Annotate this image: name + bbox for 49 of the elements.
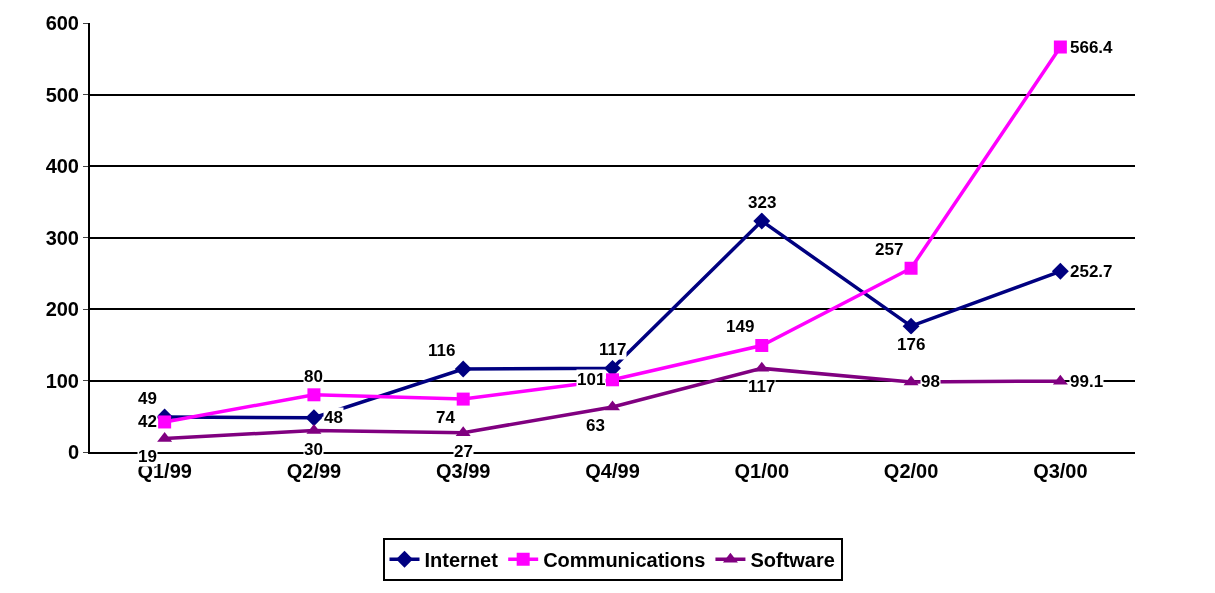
data-label: 116 [428, 341, 456, 360]
legend-label: Software [750, 549, 835, 572]
point [1053, 40, 1067, 54]
point [902, 317, 920, 335]
data-label: 48 [324, 408, 343, 427]
point [753, 212, 771, 230]
y-tick-label: 200 [45, 298, 79, 320]
data-label: 99.1 [1070, 372, 1104, 391]
data-label: 74 [436, 408, 456, 427]
x-tick-label: Q3/99 [435, 460, 491, 482]
x-tick-label: Q1/00 [734, 460, 790, 482]
data-label: 30 [304, 440, 323, 459]
y-tick-label: 300 [45, 226, 79, 249]
data-label: 80 [304, 367, 323, 386]
point [606, 373, 619, 387]
legend-label: Internet [424, 549, 499, 572]
x-tick-label: Q3/00 [1033, 460, 1088, 482]
data-label: 19 [138, 447, 157, 466]
data-label: 176 [897, 335, 926, 354]
data-label: 117 [599, 340, 627, 359]
data-label: 42 [138, 412, 157, 431]
point [305, 409, 323, 427]
data-label: 117 [748, 377, 776, 396]
data-label: 566.4 [1070, 38, 1114, 57]
data-label: 63 [586, 416, 605, 435]
data-label: 323 [748, 193, 777, 212]
point [456, 392, 470, 406]
x-tick-label: Q2/99 [286, 460, 342, 482]
data-label: 252.7 [1070, 262, 1113, 281]
point [755, 338, 769, 352]
legend-label: Communications [543, 549, 706, 572]
point [1051, 262, 1069, 280]
data-label: 49 [138, 389, 157, 408]
point [454, 360, 472, 378]
x-tick-label: Q4/99 [585, 460, 640, 482]
data-label: 257 [875, 240, 904, 259]
data-label: 27 [454, 442, 473, 461]
point [307, 388, 321, 402]
y-tick-label: 500 [45, 83, 79, 106]
data-label: 101 [577, 370, 606, 389]
y-tick-label: 0 [67, 441, 79, 463]
y-tick-label: 600 [45, 12, 79, 34]
data-label: 149 [726, 317, 755, 336]
y-tick-label: 400 [45, 155, 79, 177]
point [158, 415, 172, 429]
point [904, 261, 918, 275]
data-label: 98 [921, 372, 940, 391]
x-tick-label: Q2/00 [883, 460, 939, 482]
y-tick-label: 100 [45, 369, 79, 392]
